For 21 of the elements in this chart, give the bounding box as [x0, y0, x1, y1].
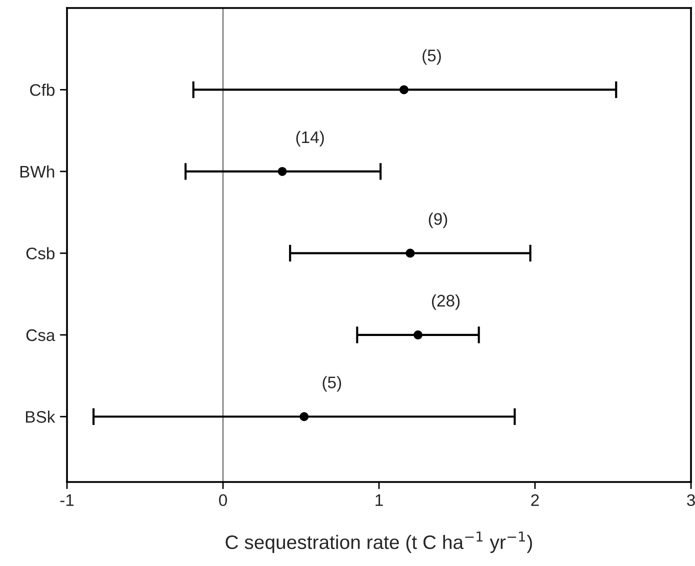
x-tick-label: 0 [219, 494, 227, 506]
x-tick-label: 3 [687, 494, 695, 506]
x-axis-title: C sequestration rate (t C ha$^{−1}$ yr$^{−1}$) [226, 532, 532, 553]
y-tick-label: BWh [20, 165, 54, 178]
annotation: (14) [296, 130, 324, 146]
annotation: (5) [322, 376, 342, 392]
point [278, 166, 287, 176]
annotation: (28) [432, 294, 460, 310]
y-tick-label: Csb [26, 247, 54, 260]
x-tick-label: 2 [531, 494, 539, 506]
x-tick-label: 1 [376, 494, 383, 506]
point [300, 412, 309, 422]
y-tick-label: Csa [26, 329, 56, 342]
point [414, 330, 422, 340]
annotation: (5) [422, 49, 441, 65]
point [406, 248, 415, 258]
x-tick-label: -1 [60, 494, 74, 506]
annotation: (9) [428, 212, 448, 228]
y-tick-label: BSk [26, 410, 56, 423]
y-tick-label: Cfb [30, 84, 54, 96]
point [399, 85, 408, 94]
